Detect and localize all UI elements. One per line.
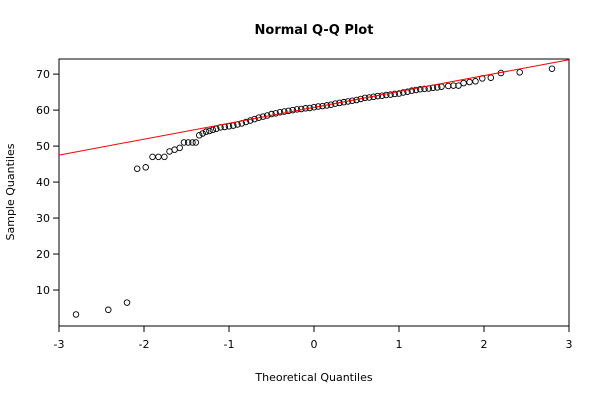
point [209, 126, 217, 134]
point [383, 91, 390, 99]
point [192, 139, 200, 146]
point [105, 306, 112, 314]
x-tick-label: 0 [311, 338, 318, 351]
y-tick-label: 50 [36, 140, 50, 153]
point [516, 69, 523, 76]
point [293, 106, 301, 113]
point [195, 132, 203, 139]
point [395, 90, 403, 97]
y-tick-label: 40 [36, 176, 50, 189]
point [184, 139, 192, 146]
point [206, 127, 213, 135]
point [133, 165, 141, 173]
point [445, 82, 452, 90]
point [123, 299, 131, 306]
point [155, 153, 162, 161]
x-tick-label: 1 [396, 338, 403, 351]
point [417, 85, 424, 93]
point [242, 118, 250, 126]
point [246, 117, 254, 124]
point [281, 108, 288, 115]
point [548, 65, 556, 72]
y-tick-label: 30 [36, 212, 50, 225]
point [268, 110, 275, 118]
point [450, 82, 457, 89]
plot-box [58, 58, 570, 327]
point [387, 91, 394, 98]
x-tick-label: -3 [54, 338, 65, 351]
point [142, 164, 149, 171]
point [466, 78, 473, 86]
x-tick-label: 3 [566, 338, 573, 351]
x-tick-label: -2 [139, 338, 150, 351]
y-axis-label: Sample Quantiles [4, 143, 17, 240]
point [487, 74, 495, 81]
point [289, 106, 297, 114]
point [199, 130, 206, 137]
point [408, 87, 416, 94]
y-tick-label: 60 [36, 104, 50, 117]
y-tick-label: 70 [36, 68, 50, 81]
x-tick-label: 2 [481, 338, 488, 351]
chart-title: Normal Q-Q Plot [255, 23, 374, 38]
point [202, 128, 210, 135]
point [72, 311, 80, 318]
point [400, 89, 407, 96]
point [455, 82, 462, 89]
point [404, 88, 411, 95]
x-axis-label: Theoretical Quantiles [254, 371, 372, 384]
point [391, 90, 399, 98]
point [161, 153, 168, 161]
point [412, 86, 420, 94]
point [189, 139, 196, 146]
point [361, 94, 369, 102]
point [149, 153, 156, 161]
point [421, 85, 428, 93]
point [472, 78, 479, 85]
point [176, 144, 183, 152]
x-tick-label: -1 [224, 338, 235, 351]
point [285, 107, 292, 115]
y-tick-label: 10 [36, 284, 50, 297]
reference-line [58, 59, 570, 156]
point [272, 110, 280, 117]
point [276, 109, 284, 116]
point [460, 79, 467, 87]
y-tick-label: 20 [36, 248, 50, 261]
point [180, 139, 188, 146]
